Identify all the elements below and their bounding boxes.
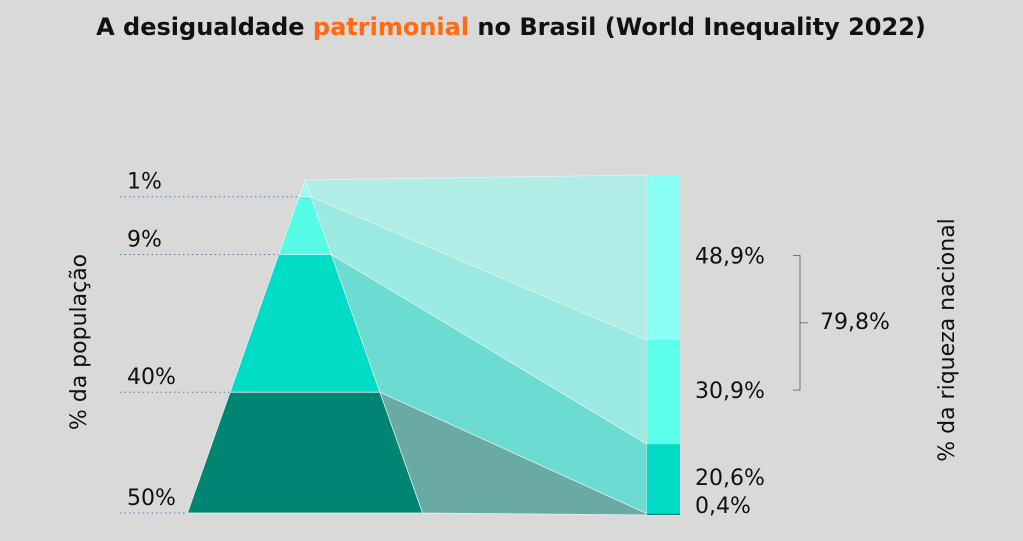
y2-axis-title: % da riqueza nacional	[935, 218, 960, 462]
wealth-segment	[647, 513, 680, 515]
wealth-segment	[647, 444, 680, 514]
pyramid-layer	[187, 391, 423, 514]
population-label: 40%	[127, 365, 176, 390]
wealth-label: 0,4%	[695, 494, 751, 519]
bracket-label: 79,8%	[820, 310, 890, 335]
population-label: 50%	[127, 486, 176, 511]
wealth-label: 30,9%	[695, 379, 765, 404]
bracket	[793, 254, 808, 391]
title-part: A desigualdade	[96, 13, 313, 41]
chart-title: A desigualdade patrimonial no Brasil (Wo…	[96, 13, 926, 41]
wealth-segment	[647, 175, 680, 340]
population-label: 1%	[127, 170, 162, 195]
population-label: 9%	[127, 228, 162, 253]
title-part: no Brasil (World Inequality 2022)	[469, 13, 926, 41]
title-part: patrimonial	[313, 13, 469, 41]
wealth-label: 48,9%	[695, 244, 765, 269]
wealth-label: 20,6%	[695, 466, 765, 491]
y-axis-title: % da população	[67, 254, 92, 430]
wealth-segment	[647, 339, 680, 445]
